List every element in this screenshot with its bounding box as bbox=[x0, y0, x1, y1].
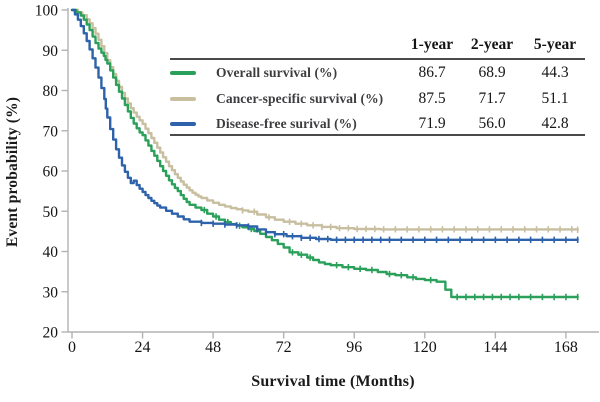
y-tick-label: 40 bbox=[43, 244, 59, 261]
censor-marks bbox=[241, 207, 579, 233]
x-tick-label: 120 bbox=[413, 339, 437, 356]
x-tick-label: 144 bbox=[483, 339, 507, 356]
y-axis-title: Event probability (%) bbox=[4, 96, 21, 248]
legend-label-disease-free: Disease-free surival (%) bbox=[216, 116, 357, 131]
disease-free-1year-value: 71.9 bbox=[418, 115, 446, 132]
censor-marks bbox=[200, 219, 579, 244]
overall-survival-swatch bbox=[170, 71, 196, 75]
x-tick-label: 48 bbox=[205, 339, 221, 356]
x-tick-label: 72 bbox=[276, 339, 292, 356]
cancer-specific-survival-swatch bbox=[170, 97, 196, 101]
legend-header-2year: 2-year bbox=[470, 36, 514, 53]
y-tick-label: 60 bbox=[43, 164, 59, 181]
cancer-specific-5year-value: 51.1 bbox=[541, 90, 569, 107]
x-tick-label: 0 bbox=[68, 339, 76, 356]
survival-curve bbox=[70, 8, 579, 299]
legend-row-cancer-specific: Cancer-specific survival (%) 87.5 71.7 5… bbox=[170, 89, 586, 109]
x-axis-title: Survival time (Months) bbox=[251, 373, 415, 390]
x-tick-label: 96 bbox=[346, 339, 362, 356]
y-tick-label: 50 bbox=[43, 204, 59, 221]
survival-curve bbox=[70, 8, 579, 241]
x-tick-label: 24 bbox=[135, 339, 151, 356]
series-disease-free-surival bbox=[70, 8, 579, 244]
legend-rule-bottom bbox=[170, 134, 585, 136]
legend-header-1year: 1-year bbox=[410, 36, 454, 53]
censor-marks bbox=[203, 206, 579, 301]
legend-label-overall: Overall survival (%) bbox=[216, 65, 338, 80]
y-tick-label: 80 bbox=[43, 83, 59, 100]
x-tick-label: 168 bbox=[554, 339, 578, 356]
disease-free-5year-value: 42.8 bbox=[541, 115, 569, 132]
legend-label-cancer-specific: Cancer-specific survival (%) bbox=[216, 91, 384, 106]
overall-5year-value: 44.3 bbox=[541, 64, 569, 81]
y-tick-label: 100 bbox=[35, 3, 59, 20]
overall-2year-value: 68.9 bbox=[478, 64, 506, 81]
y-tick-label: 70 bbox=[43, 123, 59, 140]
tick-labels: 20 30 40 50 60 70 80 90 100 0 24 48 72 96 120 144 168 bbox=[35, 3, 578, 357]
legend-rule-top bbox=[170, 58, 585, 60]
cancer-specific-2year-value: 71.7 bbox=[478, 90, 506, 107]
disease-free-survival-swatch bbox=[170, 122, 196, 126]
y-tick-label: 20 bbox=[43, 325, 59, 342]
legend-table: 1-year 2-year 5-year Overall survival (%… bbox=[170, 34, 586, 137]
legend-row-overall: Overall survival (%) 86.7 68.9 44.3 bbox=[170, 63, 586, 83]
disease-free-2year-value: 56.0 bbox=[478, 115, 506, 132]
axes bbox=[61, 8, 599, 339]
legend-row-disease-free: Disease-free surival (%) 71.9 56.0 42.8 bbox=[170, 114, 586, 134]
y-tick-label: 90 bbox=[43, 43, 59, 60]
series-overall-survival bbox=[70, 8, 579, 301]
cancer-specific-1year-value: 87.5 bbox=[418, 90, 446, 107]
overall-1year-value: 86.7 bbox=[418, 64, 446, 81]
legend-header-5year: 5-year bbox=[533, 36, 577, 53]
y-tick-label: 30 bbox=[43, 284, 59, 301]
